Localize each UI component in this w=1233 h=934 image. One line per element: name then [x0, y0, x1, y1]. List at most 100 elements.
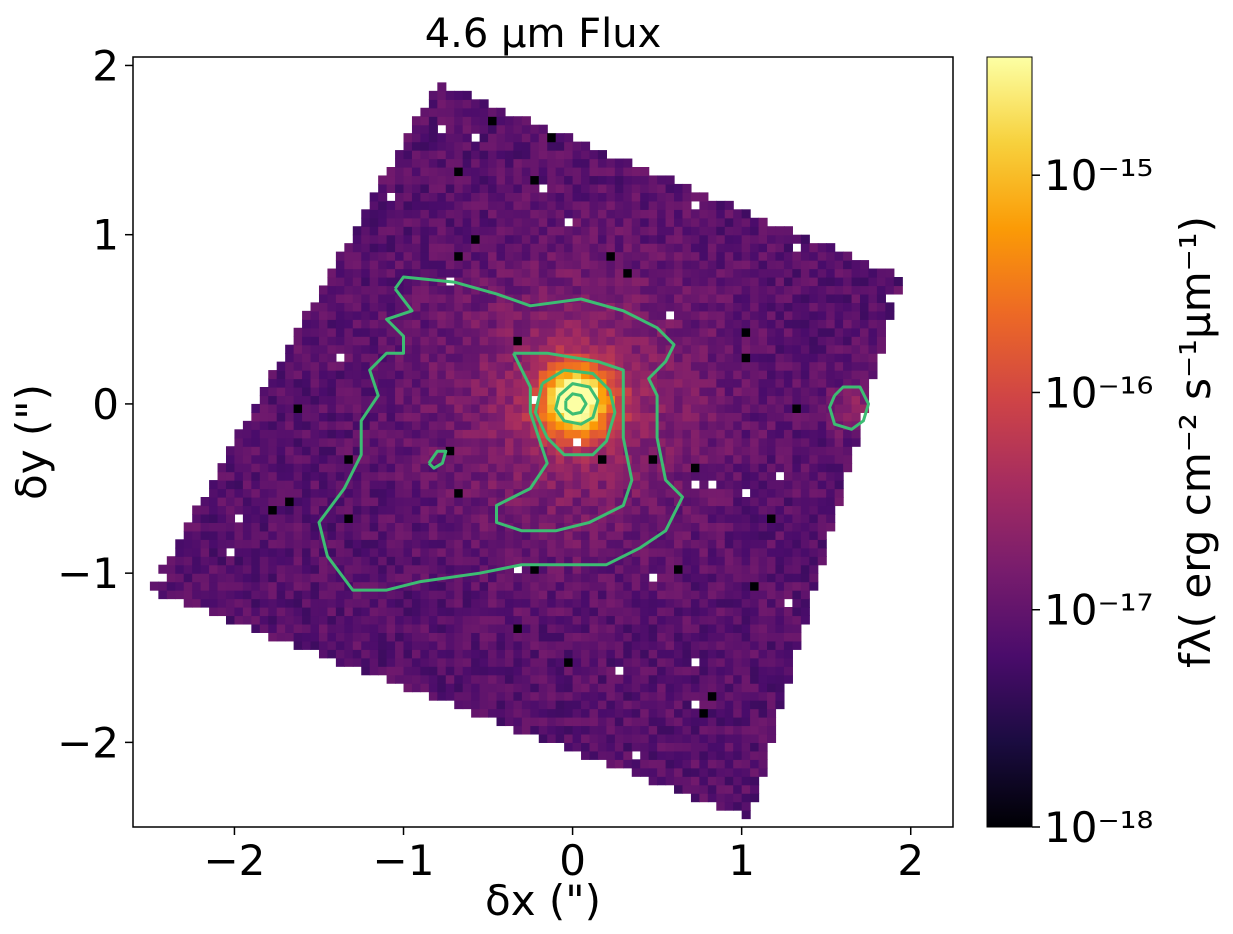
flux-pixel [775, 446, 785, 456]
flux-pixel [674, 395, 684, 405]
flux-pixel [640, 564, 650, 574]
flux-pixel [564, 243, 574, 253]
flux-pixel [674, 564, 684, 574]
flux-pixel [724, 260, 734, 270]
flux-pixel [471, 107, 481, 117]
flux-pixel [521, 446, 531, 456]
flux-pixel [555, 277, 565, 287]
flux-pixel [817, 310, 827, 320]
flux-pixel [420, 370, 430, 380]
flux-pixel [699, 522, 709, 532]
flux-pixel [488, 437, 498, 447]
flux-pixel [623, 412, 633, 422]
flux-pixel [361, 310, 371, 320]
flux-pixel [758, 310, 768, 320]
flux-pixel [665, 217, 675, 227]
flux-pixel [699, 733, 709, 743]
flux-pixel [716, 767, 726, 777]
flux-pixel [851, 437, 861, 447]
flux-pixel [597, 674, 607, 684]
flux-pixel [665, 640, 675, 650]
flux-pixel [411, 547, 422, 557]
flux-pixel [285, 513, 295, 523]
flux-pixel [792, 522, 802, 532]
flux-pixel [411, 674, 422, 684]
flux-pixel [707, 370, 717, 380]
flux-pixel [614, 674, 624, 684]
flux-pixel [513, 353, 523, 363]
flux-pixel [504, 310, 515, 320]
flux-pixel [462, 513, 472, 523]
flux-pixel [488, 344, 498, 354]
flux-pixel [775, 497, 785, 507]
flux-pixel [699, 573, 709, 583]
flux-pixel [547, 420, 557, 430]
flux-pixel [327, 353, 337, 363]
flux-pixel [352, 522, 362, 532]
flux-pixel [327, 395, 337, 405]
flux-pixel [640, 353, 650, 363]
flux-pixel [674, 607, 684, 617]
flux-pixel [716, 700, 726, 710]
flux-pixel [310, 497, 320, 507]
flux-pixel [665, 251, 675, 261]
flux-pixel [665, 378, 675, 388]
flux-pixel [809, 446, 819, 456]
flux-pixel [327, 649, 337, 659]
flux-pixel [538, 200, 548, 210]
flux-pixel [614, 649, 624, 659]
flux-pixel [581, 733, 591, 743]
flux-pixel [648, 649, 658, 659]
flux-pixel [462, 268, 472, 278]
flux-pixel [411, 420, 422, 430]
flux-pixel [631, 632, 641, 642]
flux-pixel [302, 420, 312, 430]
flux-pixel [428, 649, 438, 659]
flux-pixel [471, 420, 481, 430]
flux-pixel [657, 522, 667, 532]
flux-pixel [623, 446, 633, 456]
flux-pixel [800, 539, 810, 549]
flux-pixel [496, 251, 506, 261]
flux-pixel [758, 632, 768, 642]
flux-pixel [488, 175, 498, 185]
flux-pixel [674, 387, 684, 397]
flux-pixel [513, 454, 523, 464]
flux-pixel [403, 192, 413, 202]
flux-pixel [352, 302, 362, 312]
flux-pixel [809, 268, 819, 278]
flux-pixel [834, 319, 844, 329]
flux-pixel [454, 310, 464, 320]
flux-pixel [589, 463, 599, 473]
flux-pixel [665, 209, 675, 219]
flux-pixel [733, 437, 743, 447]
flux-pixel [707, 217, 717, 227]
flux-pixel [547, 150, 557, 160]
flux-pixel [674, 403, 684, 413]
flux-pixel [488, 158, 498, 168]
flux-pixel [707, 463, 717, 473]
flux-pixel [276, 480, 286, 490]
flux-pixel [471, 446, 481, 456]
flux-pixel [792, 251, 802, 261]
flux-pixel [488, 200, 498, 210]
flux-pixel [758, 767, 768, 777]
flux-pixel [496, 336, 506, 346]
flux-pixel [369, 234, 379, 244]
flux-pixel [513, 370, 523, 380]
flux-pixel [530, 471, 540, 481]
flux-pixel [504, 573, 515, 583]
flux-pixel [361, 522, 371, 532]
flux-pixel [767, 302, 777, 312]
flux-pixel [479, 446, 489, 456]
flux-pixel [285, 429, 295, 439]
flux-pixel [843, 293, 853, 303]
flux-pixel [530, 209, 540, 219]
flux-pixel [386, 226, 396, 236]
flux-pixel [496, 522, 506, 532]
flux-pixel [623, 581, 633, 591]
flux-pixel [750, 598, 760, 608]
flux-pixel [496, 615, 506, 625]
flux-pixel [395, 590, 405, 600]
flux-pixel [597, 598, 607, 608]
